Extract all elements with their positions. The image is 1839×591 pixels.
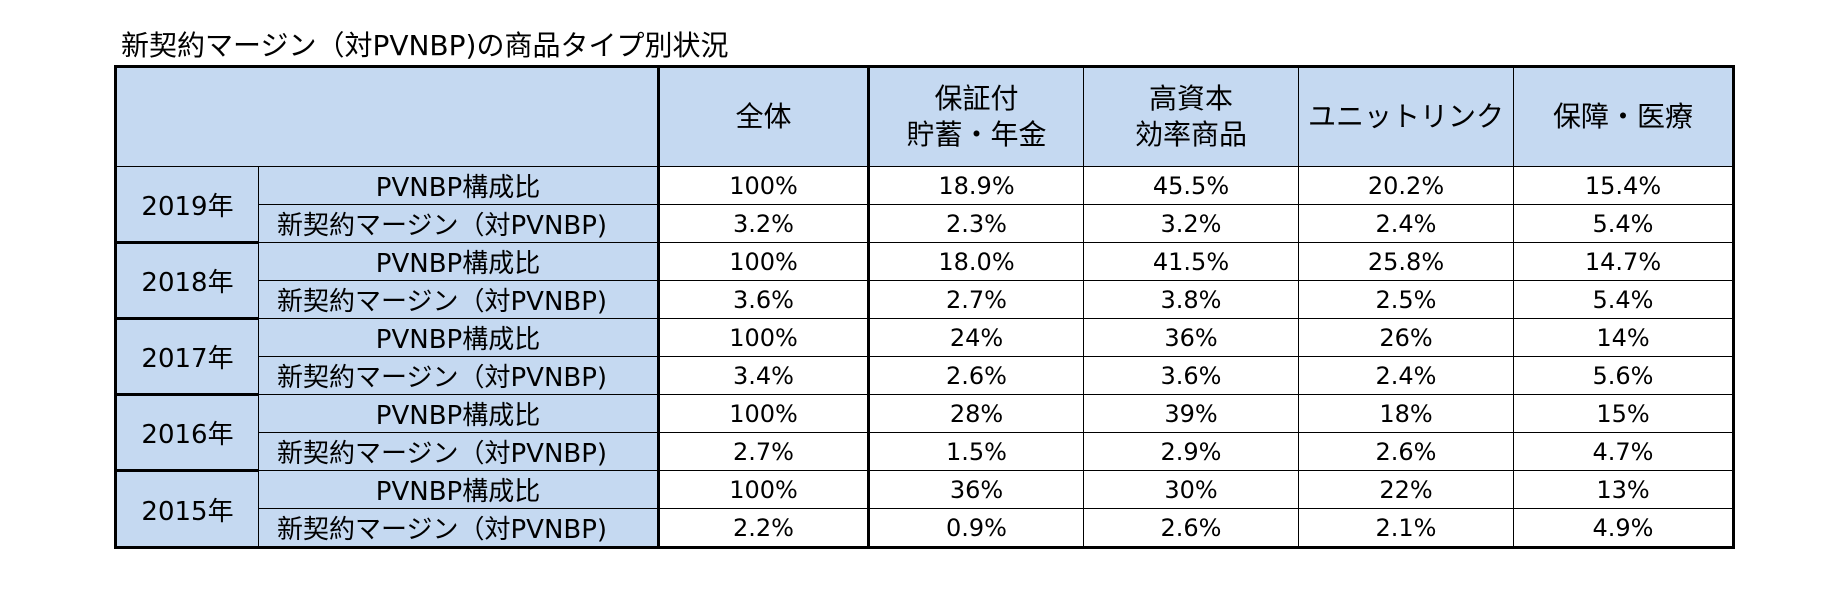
column-header-guaranteed-savings: 保証付 貯蓄・年金 [868,66,1084,167]
cell-new-business-margin: 0.9% [868,508,1084,548]
cell-new-business-margin: 3.6% [658,280,870,319]
table-row: 2019年 PVNBP構成比 100% 18.9% 45.5% 20.2% 15.4% [115,166,1734,244]
cell-pvnbp-share: 15% [1513,394,1734,433]
row-label-pvnbp-share: PVNBP構成比 [258,394,660,433]
cell-new-business-margin: 2.4% [1298,356,1514,395]
table-row: 2018年 PVNBP構成比 100% 18.0% 41.5% 25.8% 14.7% [115,242,1734,320]
cell-pvnbp-share: 14% [1513,318,1734,357]
table-row: 2016年 PVNBP構成比 100% 28% 39% 18% 15% [115,394,1734,472]
column-header-protection-medical: 保障・医療 [1513,66,1734,167]
cell-pvnbp-share: 24% [868,318,1084,357]
cell-new-business-margin: 3.6% [1083,356,1299,395]
cell-new-business-margin: 4.7% [1513,432,1734,471]
header-blank-cell [115,66,660,167]
cell-pvnbp-share: 28% [868,394,1084,433]
row-label-new-business-margin: 新契約マージン（対PVNBP) [258,508,660,548]
cell-pvnbp-share: 41.5% [1083,242,1299,281]
cell-new-business-margin: 3.8% [1083,280,1299,319]
row-label-new-business-margin: 新契約マージン（対PVNBP) [258,280,660,319]
cell-pvnbp-share: 100% [658,318,870,357]
table-row: 新契約マージン（対PVNBP) 3.2% 2.3% 3.2% 2.4% 5.4% [116,204,1734,243]
cell-pvnbp-share: 26% [1298,318,1514,357]
cell-pvnbp-share: 100% [658,470,870,509]
cell-new-business-margin: 3.2% [658,204,870,243]
column-header-line: ユニットリンク [1307,100,1504,133]
cell-new-business-margin: 4.9% [1513,508,1734,548]
cell-pvnbp-share: 15.4% [1513,166,1734,205]
cell-new-business-margin: 5.6% [1513,356,1734,395]
row-label-new-business-margin: 新契約マージン（対PVNBP) [258,432,660,471]
cell-new-business-margin: 2.3% [868,204,1084,243]
year-label: 2015年 [115,470,259,549]
header-row: 全体 保証付 貯蓄・年金 高資本 効率商品 ユニットリンク 保障・医療 [115,66,1734,167]
cell-new-business-margin: 2.6% [1298,432,1514,471]
table-row: 新契約マージン（対PVNBP) 2.7% 1.5% 2.9% 2.6% 4.7% [116,432,1734,471]
cell-pvnbp-share: 100% [658,166,870,205]
cell-new-business-margin: 5.4% [1513,280,1734,319]
cell-new-business-margin: 2.4% [1298,204,1514,243]
cell-new-business-margin: 5.4% [1513,204,1734,243]
table-title: 新契約マージン（対PVNBP)の商品タイプ別状況 [121,29,729,62]
row-label-pvnbp-share: PVNBP構成比 [258,318,660,357]
column-header-line: 保証付 [934,82,1019,115]
cell-new-business-margin: 2.5% [1298,280,1514,319]
cell-pvnbp-share: 100% [658,242,870,281]
cell-new-business-margin: 3.2% [1083,204,1299,243]
column-header-line: 保障・医療 [1552,100,1693,133]
cell-pvnbp-share: 18% [1298,394,1514,433]
cell-new-business-margin: 3.4% [658,356,870,395]
cell-new-business-margin: 2.1% [1298,508,1514,548]
row-label-pvnbp-share: PVNBP構成比 [258,470,660,509]
margin-table: 全体 保証付 貯蓄・年金 高資本 効率商品 ユニットリンク 保障・医療 2019… [114,65,1735,549]
row-label-pvnbp-share: PVNBP構成比 [258,166,660,205]
cell-new-business-margin: 2.6% [868,356,1084,395]
row-label-new-business-margin: 新契約マージン（対PVNBP) [258,356,660,395]
row-label-new-business-margin: 新契約マージン（対PVNBP) [258,204,660,243]
cell-pvnbp-share: 20.2% [1298,166,1514,205]
column-header-line: 高資本 [1148,82,1233,115]
cell-pvnbp-share: 18.9% [868,166,1084,205]
table-row: 新契約マージン（対PVNBP) 3.6% 2.7% 3.8% 2.5% 5.4% [116,280,1734,319]
table-row: 2015年 PVNBP構成比 100% 36% 30% 22% 13% [115,470,1734,549]
column-header-unit-linked: ユニットリンク [1298,66,1514,167]
year-label: 2019年 [115,166,259,244]
table-row: 2017年 PVNBP構成比 100% 24% 36% 26% 14% [115,318,1734,396]
column-header-total: 全体 [658,66,870,167]
table-row: 新契約マージン（対PVNBP) 3.4% 2.6% 3.6% 2.4% 5.6% [116,356,1734,395]
cell-new-business-margin: 2.6% [1083,508,1299,548]
cell-pvnbp-share: 18.0% [868,242,1084,281]
table-body: 2019年 PVNBP構成比 100% 18.9% 45.5% 20.2% 15.4% 新契約… [115,166,1734,549]
row-label-pvnbp-share: PVNBP構成比 [258,242,660,281]
cell-new-business-margin: 1.5% [868,432,1084,471]
table-row: 新契約マージン（対PVNBP) 2.2% 0.9% 2.6% 2.1% 4.9% [116,508,1734,548]
year-label: 2017年 [115,318,259,396]
cell-pvnbp-share: 45.5% [1083,166,1299,205]
column-header-line: 効率商品 [1134,118,1247,151]
cell-pvnbp-share: 14.7% [1513,242,1734,281]
column-header-capital-efficient: 高資本 効率商品 [1083,66,1299,167]
column-header-line: 全体 [735,100,792,133]
year-label: 2016年 [115,394,259,472]
cell-new-business-margin: 2.7% [868,280,1084,319]
cell-pvnbp-share: 36% [1083,318,1299,357]
cell-pvnbp-share: 39% [1083,394,1299,433]
cell-pvnbp-share: 100% [658,394,870,433]
cell-pvnbp-share: 36% [868,470,1084,509]
cell-pvnbp-share: 25.8% [1298,242,1514,281]
column-header-line: 貯蓄・年金 [906,118,1047,151]
cell-pvnbp-share: 22% [1298,470,1514,509]
cell-new-business-margin: 2.9% [1083,432,1299,471]
cell-pvnbp-share: 13% [1513,470,1734,509]
cell-new-business-margin: 2.2% [658,508,870,548]
year-label: 2018年 [115,242,259,320]
cell-pvnbp-share: 30% [1083,470,1299,509]
cell-new-business-margin: 2.7% [658,432,870,471]
